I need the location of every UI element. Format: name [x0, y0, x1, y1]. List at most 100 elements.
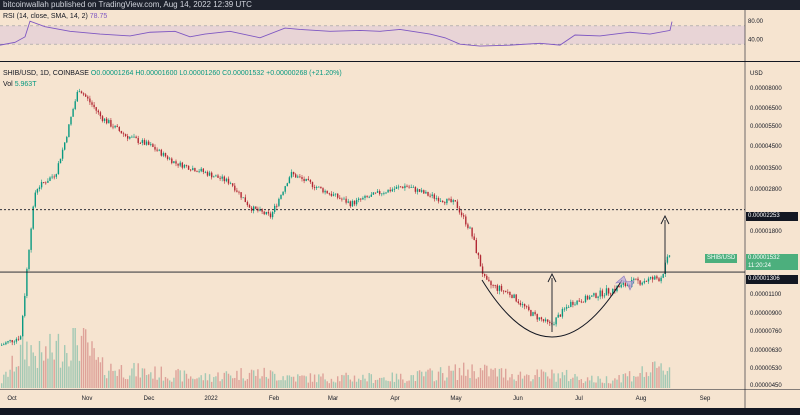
candle-body	[223, 176, 225, 182]
candle-body	[578, 300, 580, 302]
volume-bar	[421, 371, 423, 388]
volume-bar	[492, 369, 494, 388]
candle-body	[45, 182, 47, 184]
candle-body	[139, 142, 141, 144]
candle-body	[271, 211, 274, 218]
volume-bar	[553, 373, 555, 388]
volume-bar	[114, 370, 116, 388]
candle-body	[295, 174, 297, 178]
volume-bar	[584, 381, 587, 388]
candle-body	[34, 192, 36, 207]
rsi-band-fill	[0, 25, 745, 45]
volume-bar	[456, 380, 459, 388]
volume-bar	[204, 373, 207, 388]
cup-depth-arrowhead	[547, 272, 557, 283]
candle-body	[278, 198, 280, 206]
candle-body	[154, 146, 156, 150]
candle-body	[326, 190, 328, 194]
volume-bar	[477, 377, 480, 388]
volume-bar	[185, 373, 188, 388]
candle-body	[82, 93, 85, 95]
volume-bar	[143, 368, 146, 388]
volume-bar	[208, 374, 211, 388]
price-legend[interactable]: SHIB/USD, 1D, COINBASE O0.00001264 H0.00…	[3, 70, 342, 77]
volume-bar	[152, 378, 154, 388]
volume-bar	[118, 369, 120, 388]
volume-bar	[551, 369, 553, 388]
candle-body	[645, 281, 648, 282]
volume-bar	[244, 380, 246, 388]
candle-body	[143, 140, 146, 145]
volume-bar	[574, 373, 576, 388]
candle-body	[601, 290, 603, 297]
volume-bar	[616, 379, 618, 388]
volume-bar	[78, 360, 81, 388]
candle-body	[145, 141, 148, 145]
candle-body	[540, 317, 543, 320]
candle-body	[633, 278, 635, 280]
candle-body	[187, 165, 190, 170]
volume-bar	[32, 352, 34, 388]
candle-body	[538, 317, 540, 320]
volume-bar	[30, 345, 32, 388]
candle-body	[614, 288, 616, 292]
candle-body	[652, 277, 654, 280]
volume-bar	[108, 370, 110, 388]
volume-bar	[267, 378, 270, 388]
volume-bar	[660, 363, 662, 388]
volume-value: 5.963T	[14, 81, 37, 88]
volume-bar	[43, 360, 45, 388]
candle-body	[656, 276, 658, 279]
volume-bar	[406, 381, 408, 388]
candle-body	[582, 301, 585, 303]
rsi-pane[interactable]: 80.00 40.00	[0, 10, 800, 62]
volume-bar	[538, 377, 540, 388]
candle-body	[318, 186, 320, 188]
candle-body	[120, 130, 123, 134]
candle-body	[649, 277, 652, 279]
candle-body	[366, 195, 368, 197]
price-axis[interactable]: 0.00008000 0.00006500 0.00005500 0.00004500…	[750, 86, 782, 389]
candle-body	[55, 174, 57, 177]
candle-body	[498, 285, 501, 291]
volume-bar	[509, 377, 511, 388]
price-pane[interactable]: USD 0.000080000.000065000.000055000.0000…	[0, 62, 800, 408]
volume-bar	[656, 367, 658, 388]
candle-body	[513, 294, 515, 299]
volume-bar	[393, 381, 396, 388]
volume-bar	[408, 380, 410, 388]
volume-bar	[582, 382, 585, 388]
volume-bar	[82, 328, 85, 388]
candle-body	[68, 124, 70, 137]
volume-bar	[570, 378, 572, 388]
close-value: C0.00001532	[222, 70, 265, 77]
volume-bar	[299, 375, 301, 388]
volume-bar	[232, 378, 234, 388]
candle-body	[418, 189, 421, 192]
volume-legend[interactable]: Vol 5.963T	[3, 81, 36, 88]
candle-body	[87, 96, 89, 99]
candle-body	[423, 190, 425, 194]
volume-bar	[22, 335, 24, 388]
volume-bar	[610, 383, 612, 388]
candle-body	[190, 169, 192, 171]
volume-bar	[238, 379, 240, 388]
rsi-legend[interactable]: RSI (14, close, SMA, 14, 2) 78.75	[3, 13, 107, 20]
time-axis[interactable]: Oct Nov Dec 2022 Feb Mar Apr May Jun Jul Aug Sep	[7, 396, 711, 402]
volume-bar	[288, 375, 291, 388]
volume-bar	[622, 374, 624, 388]
candle-body	[450, 198, 452, 203]
volume-bar	[526, 374, 528, 388]
volume-bar	[654, 361, 656, 388]
candle-body	[173, 161, 175, 164]
candle-body	[76, 91, 78, 102]
currency-label: USD	[750, 71, 763, 77]
volume-bar	[19, 344, 22, 388]
volume-bar	[536, 369, 538, 388]
candle-body	[469, 227, 471, 229]
volume-bar	[433, 381, 435, 388]
candle-body	[286, 183, 288, 187]
volume-bar	[141, 368, 144, 388]
candle-body	[647, 278, 650, 282]
volume-bar	[486, 365, 488, 388]
